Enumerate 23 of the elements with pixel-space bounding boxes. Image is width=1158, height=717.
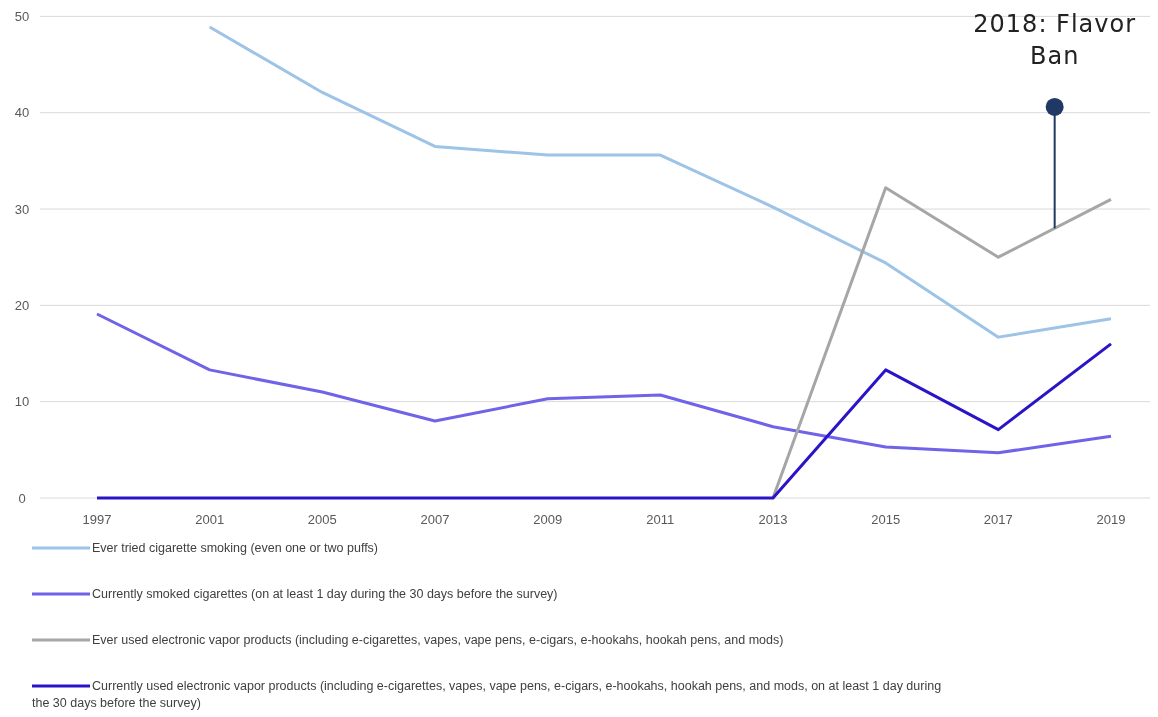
y-tick-label: 20	[14, 297, 30, 313]
x-tick-label: 2019	[1096, 512, 1126, 527]
x-tick-label: 2013	[758, 512, 788, 527]
annotation: 2018: Flavor Ban	[973, 10, 1137, 70]
x-tick-label: 1997	[82, 512, 112, 527]
y-tick-label: 30	[14, 201, 30, 217]
line-series	[95, 342, 1113, 500]
x-tick-label: 2017	[983, 512, 1013, 527]
y-tick-label: 40	[14, 105, 30, 121]
x-tick-label: 2001	[195, 512, 225, 527]
x-tick-label: 2015	[871, 512, 901, 527]
legend-label: Ever used electronic vapor products (including e-cigarettes, vapes, vape pens, e-cigars, e-hookahs, hookah pens, and mods)	[92, 633, 784, 647]
x-tick-label: 2009	[533, 512, 563, 527]
legend-label: Ever tried cigarette smoking (even one or two puffs)	[92, 541, 379, 555]
line-series	[95, 312, 1113, 455]
legend-label: Currently smoked cigarettes (on at least 1 day during the 30 days before the survey)	[92, 587, 558, 601]
y-tick-label: 10	[14, 394, 30, 410]
y-tick-label: 0	[18, 490, 26, 506]
x-tick-label: 2011	[646, 512, 675, 527]
y-tick-label: 50	[14, 8, 30, 24]
x-tick-label: 2005	[307, 512, 337, 527]
x-tick-label: 2007	[420, 512, 450, 527]
legend-label: Currently used electronic vapor products (including e-cigarettes, vapes, vape pens, e-cigars, e-hookahs, hookah pens, and mods, on at least 1 day during the 30 days before the survey)	[32, 679, 942, 710]
